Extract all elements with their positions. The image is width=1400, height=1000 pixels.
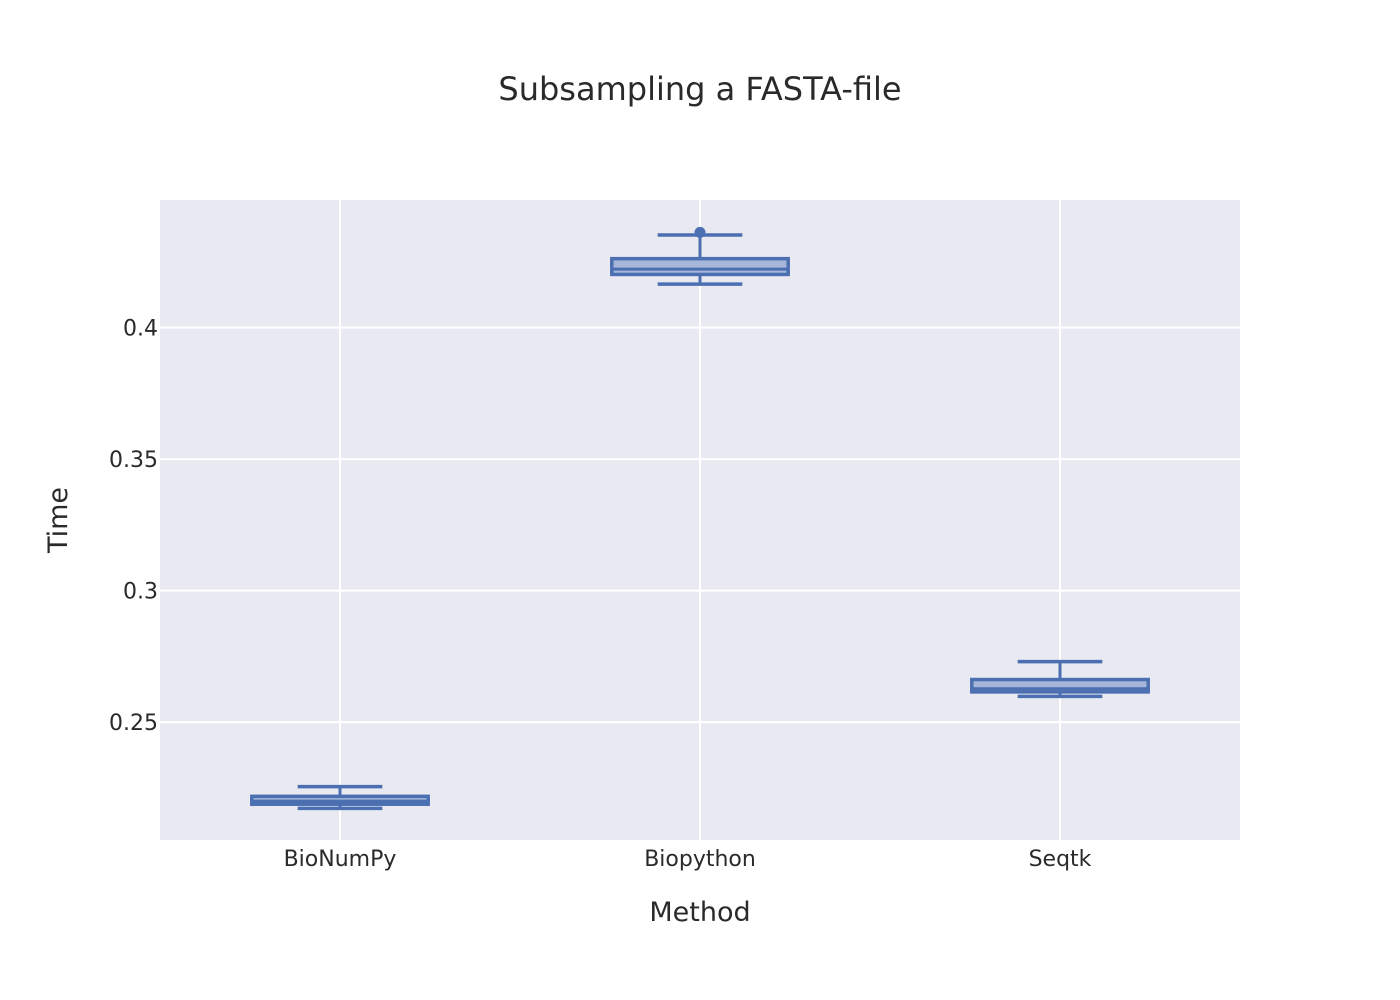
y-tick-label: 0.3 [123, 580, 158, 605]
iqr-box [610, 256, 790, 277]
box-seqtk [970, 659, 1150, 699]
box-biopython [610, 226, 790, 286]
y-axis-title: Time [43, 487, 74, 554]
boxes-group [250, 226, 1150, 811]
x-tick-label: Seqtk [1029, 847, 1092, 872]
grid-lines [160, 200, 1240, 840]
y-tick-label: 0.4 [123, 317, 158, 342]
x-axis-title: Method [649, 897, 750, 928]
chart-title: Subsampling a FASTA-file [498, 70, 901, 108]
x-tick-label: Biopython [644, 847, 756, 872]
x-tick-labels: BioNumPy Biopython Seqtk [284, 847, 1092, 872]
outlier-point [694, 226, 706, 238]
y-tick-label: 0.25 [109, 711, 158, 736]
y-tick-label: 0.35 [109, 448, 158, 473]
x-tick-label: BioNumPy [284, 847, 397, 872]
y-tick-labels: 0.25 0.3 0.35 0.4 [109, 317, 158, 737]
box-bionumpy [250, 784, 430, 811]
